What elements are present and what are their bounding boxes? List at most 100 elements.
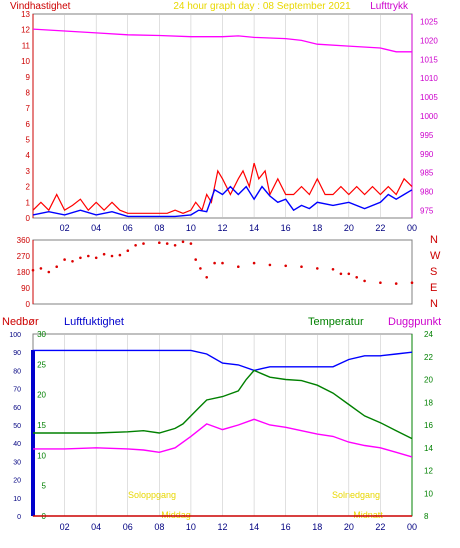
direction-point [363, 279, 366, 283]
wind-gust-line [32, 162, 413, 214]
direction-point [252, 261, 256, 265]
panel1-x-tick: 18 [312, 223, 322, 233]
panel1-x-tick: 16 [281, 223, 291, 233]
panel1-x-tick: 06 [123, 223, 133, 233]
direction-point [194, 258, 197, 261]
rain-y-tick: 50 [13, 423, 21, 430]
direction-point [94, 256, 98, 260]
dewpoint-label: Duggpunkt [388, 316, 441, 328]
temperature-y-tick: 12 [424, 467, 433, 476]
wind-y-tick: 4 [26, 151, 31, 160]
panel1-x-tick: 12 [217, 223, 227, 233]
pressure-y-tick: 1020 [420, 36, 438, 45]
direction-y-tick: 0 [26, 300, 31, 309]
direction-point [181, 240, 185, 244]
direction-point [379, 281, 382, 285]
panel1-x-tick: 14 [249, 223, 259, 233]
wind-y-tick: 1 [26, 198, 31, 207]
wind-y-tick: 2 [26, 183, 31, 192]
pressure-y-tick: 995 [420, 131, 434, 140]
pressure-y-tick: 985 [420, 169, 434, 178]
humidity-y-tick: 20 [37, 391, 46, 400]
direction-y-tick: 360 [17, 236, 31, 245]
direction-point [410, 281, 414, 285]
wind-y-tick: 9 [26, 73, 31, 82]
temperature-y-tick: 10 [424, 489, 433, 498]
rain-y-tick: 90 [13, 350, 21, 357]
panel3-x-tick: 22 [375, 522, 385, 532]
panel3-x-tick: 10 [186, 522, 196, 532]
compass-label: N [430, 298, 438, 310]
direction-point [126, 249, 130, 252]
panel3-x-tick: 18 [312, 522, 322, 532]
direction-point [205, 276, 208, 279]
humidity-y-tick: 30 [37, 330, 46, 339]
temperature-y-tick: 14 [424, 444, 433, 453]
panel3-x-tick: 08 [154, 522, 164, 532]
direction-point [284, 264, 288, 268]
midnight-annotation: Midnatt [353, 510, 383, 520]
direction-point [134, 244, 137, 247]
rain-y-tick: 30 [13, 459, 21, 466]
rain-y-tick: 10 [13, 496, 21, 503]
compass-label: N [430, 234, 438, 246]
wind-y-tick: 12 [21, 26, 30, 35]
temperature-label: Temperatur [308, 316, 364, 328]
direction-point [268, 263, 272, 267]
rain-y-tick: 100 [9, 332, 21, 339]
rain-y-tick: 60 [13, 405, 21, 412]
wind-avg-line [32, 185, 413, 218]
direction-point [55, 265, 58, 269]
direction-point [331, 268, 335, 271]
dewpoint-line [33, 418, 413, 458]
humidity-y-tick: 25 [37, 360, 46, 369]
compass-label: E [430, 282, 437, 294]
pressure-y-tick: 1005 [420, 93, 438, 102]
pressure-y-tick: 1010 [420, 74, 438, 83]
wind-y-tick: 6 [26, 120, 31, 129]
direction-y-tick: 270 [17, 252, 31, 261]
panel1-x-tick: 02 [60, 223, 70, 233]
panel1-x-tick: 00 [407, 223, 417, 233]
graph-date-title: 24 hour graph day : 08 September 2021 [173, 1, 351, 12]
pressure-y-tick: 990 [420, 150, 434, 159]
direction-point [165, 242, 169, 245]
direction-point [110, 254, 114, 258]
wind-y-tick: 10 [21, 57, 30, 66]
direction-point [102, 252, 106, 256]
direction-point [355, 276, 359, 279]
direction-y-tick: 90 [21, 284, 30, 293]
pressure-y-tick: 980 [420, 188, 434, 197]
temperature-y-tick: 22 [424, 353, 433, 362]
direction-point [339, 272, 343, 276]
rain-label: Nedbør [2, 316, 39, 328]
panel1-x-tick: 04 [91, 223, 101, 233]
direction-point [221, 261, 224, 265]
panel1-x-tick: 08 [154, 223, 164, 233]
panel3-x-tick: 16 [281, 522, 291, 532]
rain-y-tick: 20 [13, 478, 21, 485]
sunrise-annotation: Soloppgang [128, 490, 176, 500]
rain-y-tick: 40 [13, 441, 21, 448]
pressure-y-tick: 975 [420, 206, 434, 215]
direction-point [237, 265, 240, 269]
direction-point [300, 265, 303, 269]
pressure-y-tick: 1025 [420, 18, 438, 27]
pressure-y-tick: 1000 [420, 112, 438, 121]
direction-point [394, 282, 398, 285]
humidity-y-tick: 15 [37, 421, 46, 430]
wind-y-tick: 7 [26, 104, 31, 113]
direction-point [347, 272, 351, 276]
wind-y-tick: 11 [22, 41, 31, 50]
direction-point [63, 258, 66, 261]
temperature-y-tick: 20 [424, 376, 433, 385]
direction-point [173, 244, 177, 247]
direction-point [189, 242, 193, 245]
humidity-label: Luftfuktighet [64, 316, 124, 328]
chart-marks-layer: 0123456789101112139759809859909951000100… [9, 10, 441, 532]
wind-y-tick: 3 [26, 167, 31, 176]
direction-point [213, 261, 216, 265]
direction-y-tick: 180 [17, 268, 31, 277]
temperature-y-tick: 24 [424, 330, 433, 339]
